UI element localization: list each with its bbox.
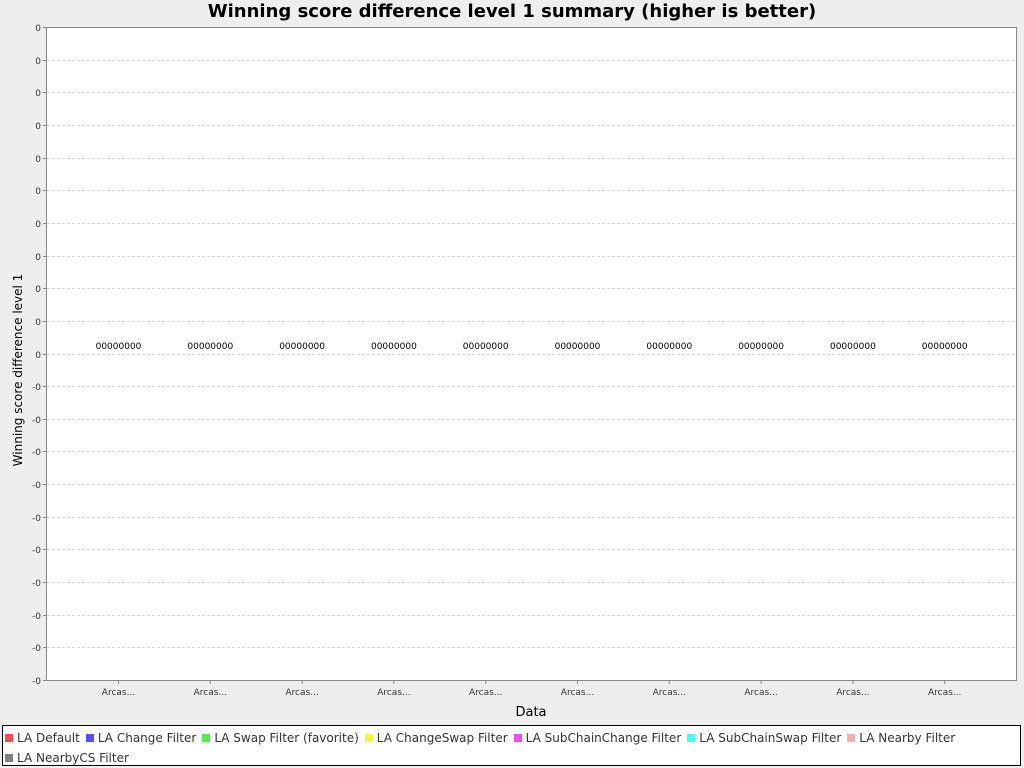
x-tick-label: Arcas... bbox=[653, 688, 686, 698]
y-tick-label: 0 bbox=[35, 89, 41, 99]
y-tick-label: -0 bbox=[32, 579, 41, 589]
legend-swatch bbox=[687, 734, 696, 742]
y-tick-label: -0 bbox=[32, 612, 41, 622]
legend-item: LA SubChainChange Filter bbox=[513, 728, 682, 748]
data-label: 00000000 bbox=[646, 342, 692, 352]
x-tick-label: Arcas... bbox=[836, 688, 869, 698]
legend-item: LA Default bbox=[5, 728, 80, 748]
legend-label: LA Default bbox=[17, 731, 80, 745]
y-tick-label: 0 bbox=[35, 57, 41, 67]
legend-item: LA NearbyCS Filter bbox=[5, 748, 129, 768]
legend-item: LA Nearby Filter bbox=[847, 728, 955, 748]
y-tick-label: -0 bbox=[32, 481, 41, 491]
legend-item: LA ChangeSwap Filter bbox=[364, 728, 508, 748]
legend-item: LA Swap Filter (favorite) bbox=[202, 728, 359, 748]
x-tick-label: Arcas... bbox=[102, 688, 135, 698]
data-label: 00000000 bbox=[830, 342, 876, 352]
legend-item: LA SubChainSwap Filter bbox=[687, 728, 841, 748]
y-tick-label: 0 bbox=[35, 155, 41, 165]
x-tick-label: Arcas... bbox=[744, 688, 777, 698]
y-tick-label: -0 bbox=[32, 546, 41, 556]
x-tick-label: Arcas... bbox=[285, 688, 318, 698]
y-tick-label: -0 bbox=[32, 416, 41, 426]
y-tick-label: 0 bbox=[35, 220, 41, 230]
value-labels: 00000000 00000000 00000000 00000000 00000000… bbox=[96, 342, 968, 352]
x-tick-label: Arcas... bbox=[561, 688, 594, 698]
legend-label: LA Nearby Filter bbox=[859, 731, 956, 745]
y-axis-ticks: 0 0 0 0 0 0 0 0 0 0 0 -0 -0 -0 -0 -0 -0 -0 -0 -0 -0 bbox=[32, 24, 47, 687]
x-axis-label: Data bbox=[515, 705, 546, 720]
y-tick-label: -0 bbox=[32, 677, 41, 687]
y-tick-label: 0 bbox=[35, 24, 41, 34]
legend-label: LA SubChainSwap Filter bbox=[699, 731, 842, 745]
x-axis-ticks: Arcas... Arcas... Arcas... Arcas... Arcas...… bbox=[102, 680, 961, 698]
data-label: 00000000 bbox=[463, 342, 509, 352]
data-label: 00000000 bbox=[279, 342, 325, 352]
data-label: 00000000 bbox=[96, 342, 142, 352]
legend-label: LA ChangeSwap Filter bbox=[376, 731, 508, 745]
legend-label: LA SubChainChange Filter bbox=[525, 731, 682, 745]
data-label: 00000000 bbox=[371, 342, 417, 352]
legend-swatch bbox=[513, 734, 522, 742]
legend-swatch bbox=[5, 734, 13, 742]
data-label: 00000000 bbox=[738, 342, 784, 352]
y-tick-label: 0 bbox=[35, 351, 41, 361]
y-tick-label: -0 bbox=[32, 644, 41, 654]
legend-item: LA Change Filter bbox=[85, 728, 197, 748]
y-tick-label: -0 bbox=[32, 383, 41, 393]
x-tick-label: Arcas... bbox=[377, 688, 410, 698]
x-tick-label: Arcas... bbox=[469, 688, 502, 698]
legend-swatch bbox=[847, 734, 856, 742]
y-tick-label: -0 bbox=[32, 448, 41, 458]
data-label: 00000000 bbox=[187, 342, 233, 352]
data-label: 00000000 bbox=[555, 342, 601, 352]
legend-swatch bbox=[202, 734, 211, 742]
y-tick-label: 0 bbox=[35, 122, 41, 132]
legend: LA Default LA Change Filter LA Swap Filter… bbox=[2, 725, 1021, 766]
y-tick-label: 0 bbox=[35, 187, 41, 197]
y-tick-label: 0 bbox=[35, 285, 41, 295]
legend-swatch bbox=[85, 734, 94, 742]
y-tick-label: -0 bbox=[32, 514, 41, 524]
legend-label: LA Swap Filter (favorite) bbox=[214, 731, 359, 745]
x-tick-label: Arcas... bbox=[194, 688, 227, 698]
x-tick-label: Arcas... bbox=[928, 688, 961, 698]
chart-title: Winning score difference level 1 summary… bbox=[207, 1, 817, 22]
grid-lines bbox=[47, 60, 1016, 648]
legend-swatch bbox=[5, 754, 13, 762]
legend-label: LA Change Filter bbox=[97, 731, 197, 745]
y-tick-label: 0 bbox=[35, 253, 41, 263]
data-label: 00000000 bbox=[922, 342, 968, 352]
y-tick-label: 0 bbox=[35, 318, 41, 328]
legend-swatch bbox=[364, 734, 373, 742]
y-axis-label: Winning score difference level 1 bbox=[11, 274, 25, 467]
legend-label: LA NearbyCS Filter bbox=[17, 751, 129, 765]
